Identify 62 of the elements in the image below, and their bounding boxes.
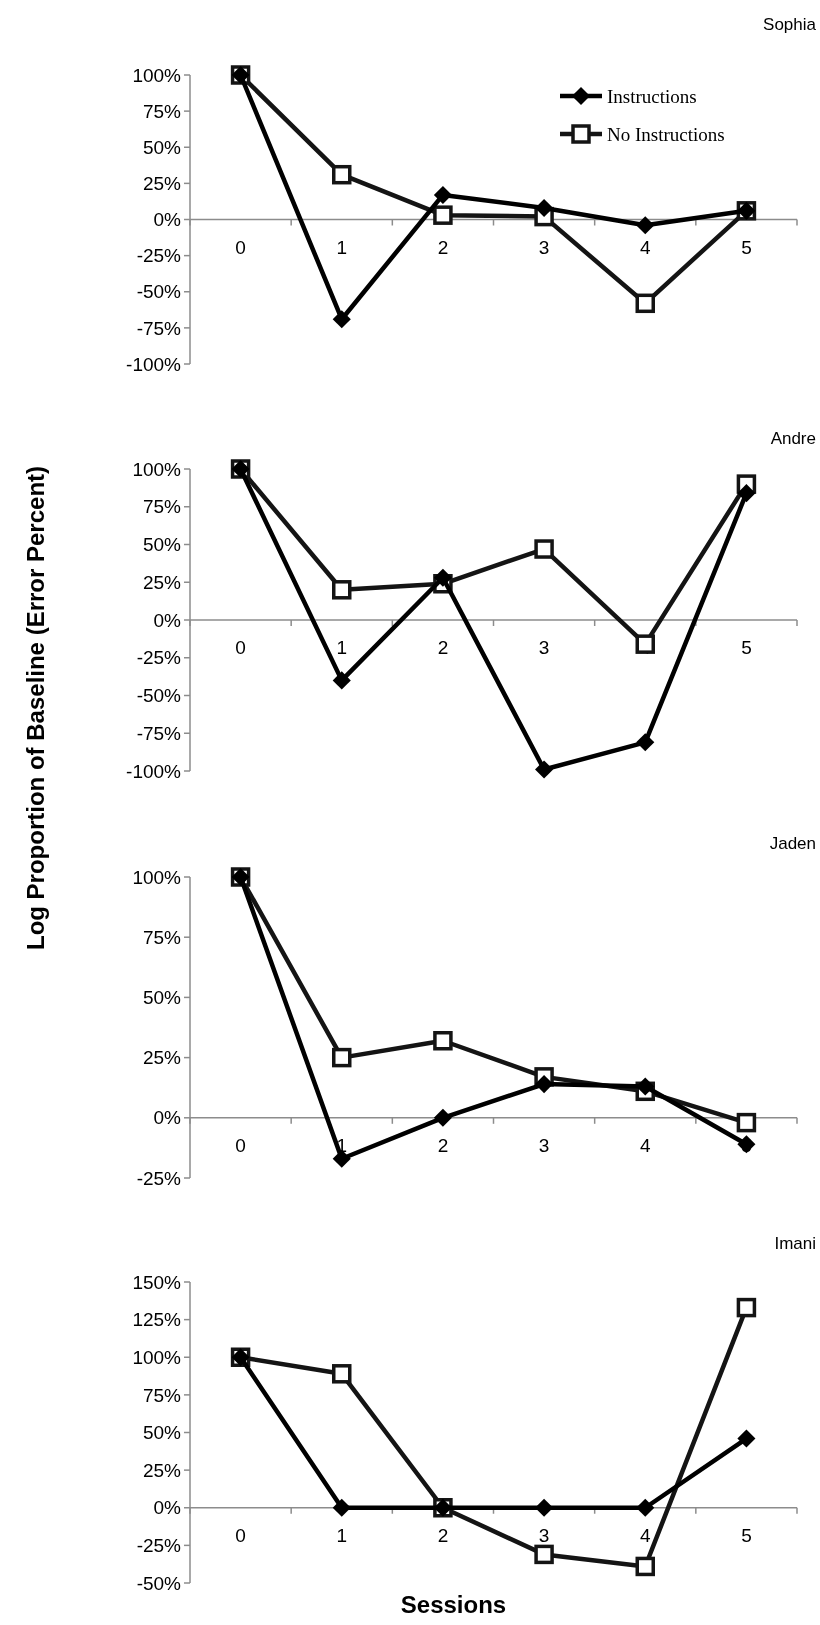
x-tick-label: 5 — [741, 1524, 752, 1546]
y-tick-label: 75% — [142, 926, 182, 948]
y-tick-label: -50% — [136, 281, 182, 303]
y-tick-label: -25% — [136, 1167, 182, 1189]
x-tick-label: 5 — [741, 637, 752, 658]
y-tick-label: -25% — [136, 1535, 182, 1557]
y-tick-label: 50% — [142, 987, 182, 1009]
chart-title: Andre — [770, 429, 816, 448]
y-tick-label: -75% — [136, 317, 182, 339]
chart-title: Imani — [774, 1234, 816, 1253]
x-tick-label: 3 — [538, 1524, 550, 1546]
chart-title: Sophia — [763, 15, 817, 34]
y-tick-label: 50% — [142, 136, 182, 158]
x-tick-label: 2 — [437, 236, 449, 258]
y-tick-label: 25% — [142, 173, 182, 195]
x-tick-label: 1 — [336, 637, 348, 658]
y-tick-label: -50% — [136, 1572, 182, 1594]
y-tick-label: -25% — [136, 245, 182, 267]
legend-label: No Instructions — [607, 123, 725, 145]
y-tick-label: -100% — [126, 760, 182, 782]
y-tick-label: 50% — [142, 1422, 182, 1444]
x-tick-label: 2 — [437, 637, 449, 658]
y-axis-title: Log Proportion of Baseline (Error Percent) — [22, 465, 49, 951]
x-tick-label: 4 — [639, 236, 651, 258]
x-tick-label: 5 — [741, 236, 752, 258]
y-tick-label: 0% — [153, 609, 182, 631]
chart-title: Jaden — [769, 834, 816, 853]
x-tick-label: 0 — [235, 1134, 246, 1156]
x-tick-label: 3 — [538, 637, 550, 658]
x-tick-label: 1 — [336, 236, 348, 258]
x-axis-title: Sessions — [400, 1591, 507, 1618]
y-tick-label: -25% — [136, 647, 182, 669]
y-tick-label: -100% — [126, 353, 182, 375]
y-tick-label: 75% — [142, 100, 182, 122]
x-tick-label: 0 — [235, 1524, 246, 1546]
y-tick-label: 100% — [132, 866, 182, 888]
legend-label: Instructions — [607, 85, 697, 107]
x-tick-label: 2 — [437, 1524, 449, 1546]
x-tick-label: 1 — [336, 1524, 348, 1546]
y-tick-label: 150% — [132, 1271, 182, 1293]
x-tick-label: 0 — [235, 637, 246, 658]
y-tick-label: 125% — [132, 1309, 182, 1331]
y-tick-label: 75% — [142, 496, 182, 518]
y-tick-label: 25% — [142, 1459, 182, 1481]
x-tick-label: 3 — [538, 1134, 550, 1156]
x-tick-label: 3 — [538, 236, 550, 258]
y-tick-label: 50% — [142, 534, 182, 556]
y-tick-label: 0% — [153, 1497, 182, 1519]
x-tick-label: 4 — [639, 1134, 651, 1156]
y-tick-label: 0% — [153, 1107, 182, 1129]
x-tick-label: 4 — [639, 1524, 651, 1546]
y-tick-label: 25% — [142, 1047, 182, 1069]
y-tick-label: 25% — [142, 571, 182, 593]
y-tick-label: 0% — [153, 209, 182, 231]
y-tick-label: 100% — [132, 458, 182, 480]
x-tick-label: 2 — [437, 1134, 449, 1156]
y-tick-label: 100% — [132, 1346, 182, 1368]
y-tick-label: -50% — [136, 685, 182, 707]
x-tick-label: 0 — [235, 236, 246, 258]
y-tick-label: 100% — [132, 64, 182, 86]
y-tick-label: 75% — [142, 1384, 182, 1406]
y-tick-label: -75% — [136, 722, 182, 744]
